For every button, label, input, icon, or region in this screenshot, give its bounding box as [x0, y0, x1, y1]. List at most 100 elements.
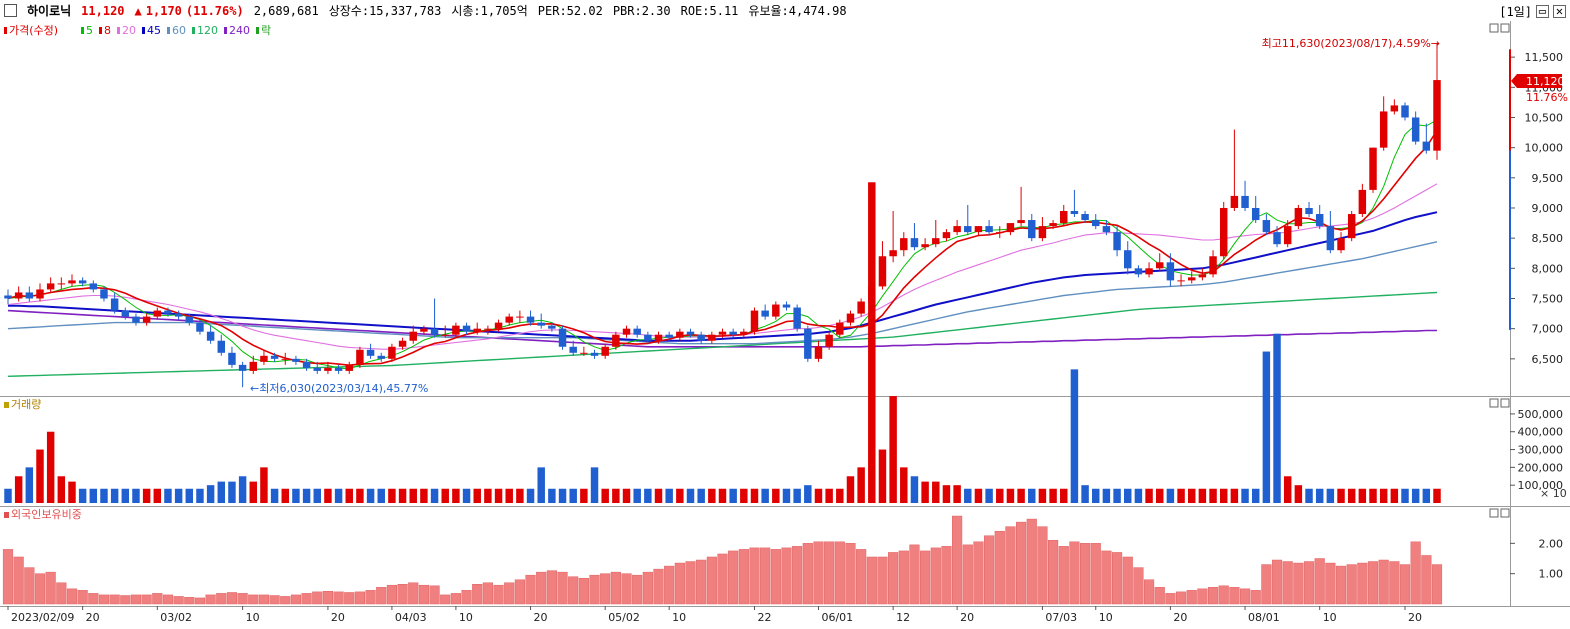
- volume-bar: [942, 485, 951, 503]
- volume-bar: [206, 485, 215, 503]
- current-price-tag: 11,120 11.76%: [1511, 74, 1568, 104]
- price-panel-buttons[interactable]: [1489, 23, 1510, 33]
- volume-bar: [1411, 488, 1420, 503]
- foreign-bar: [1367, 561, 1379, 605]
- foreign-bar: [1165, 593, 1176, 605]
- candle-body: [1155, 262, 1164, 269]
- candle-body: [473, 328, 481, 332]
- foreign-bar: [1122, 556, 1133, 605]
- volume-bar: [825, 488, 833, 503]
- foreign-bar: [141, 594, 152, 605]
- candle-body: [590, 352, 599, 356]
- volume-bar: [473, 488, 481, 503]
- candle-body: [206, 331, 215, 341]
- candlesticks: [4, 43, 1441, 388]
- restore-window-icon[interactable]: ▭: [1536, 5, 1549, 18]
- candle-body: [1102, 226, 1111, 233]
- date-label: 20: [331, 611, 345, 624]
- candle-body: [1006, 223, 1015, 233]
- candle-body: [932, 238, 940, 245]
- volume-bar: [1219, 488, 1228, 503]
- candle-body: [612, 334, 620, 347]
- volume-bar: [1326, 488, 1335, 503]
- current-pct-tag-text: 11.76%: [1526, 91, 1568, 104]
- foreign-bar: [1357, 562, 1368, 605]
- candle-body: [302, 361, 311, 368]
- foreign-bar: [941, 546, 952, 605]
- candle-body: [782, 304, 791, 308]
- select-checkbox[interactable]: [4, 4, 17, 17]
- volume-bar: [1134, 488, 1143, 503]
- period-selector[interactable]: [1일]: [1499, 5, 1532, 19]
- foreign-bar: [354, 591, 365, 605]
- market-cap: 시총:1,705억: [451, 4, 528, 18]
- volume-bar: [36, 449, 44, 503]
- foreign-bar: [845, 543, 856, 605]
- volume-bar: [836, 488, 844, 503]
- candle-body: [388, 346, 396, 359]
- foreign-bar: [888, 552, 899, 605]
- candle-body: [238, 364, 247, 371]
- candle-body: [1081, 214, 1089, 221]
- volume-bar: [68, 481, 76, 503]
- candle-body: [14, 292, 23, 299]
- foreign-bar: [802, 543, 813, 605]
- date-label: 10: [1099, 611, 1113, 624]
- candle-body: [1134, 268, 1143, 275]
- ma60-line: [7, 241, 1438, 345]
- candle-body: [68, 280, 76, 284]
- candle-body: [25, 292, 34, 299]
- foreign-bar: [1218, 585, 1229, 605]
- price-tick-label: 10,500: [1525, 111, 1564, 124]
- foreign-bar: [685, 561, 696, 605]
- candle-body: [57, 283, 66, 285]
- foreign-bar: [1335, 565, 1347, 605]
- volume-panel-buttons[interactable]: [1489, 398, 1510, 408]
- volume-bar: [292, 488, 300, 503]
- volume-tick-label: 500,000: [1518, 408, 1564, 421]
- foreign-bar: [1314, 558, 1325, 605]
- legend-item: 8: [104, 24, 111, 37]
- candle-body: [846, 313, 855, 323]
- candle-body: [313, 367, 321, 371]
- candle-body: [1145, 268, 1153, 275]
- volume-tick-label: 200,000: [1518, 461, 1564, 474]
- foreign-bar: [1111, 552, 1123, 605]
- candle-body: [686, 331, 695, 335]
- foreign-bar: [1101, 550, 1112, 605]
- candle-body: [825, 334, 833, 347]
- foreign-bar: [1229, 587, 1240, 605]
- candle-body: [761, 310, 769, 317]
- foreign-bar: [600, 573, 611, 605]
- legend-item: 5: [86, 24, 93, 37]
- listed-shares: 상장수:15,337,783: [328, 4, 442, 18]
- foreign-bar: [962, 544, 973, 605]
- foreign-bar: [525, 574, 536, 605]
- foreign-bar: [1389, 561, 1400, 605]
- candle-body: [132, 316, 140, 323]
- stock-name[interactable]: 하이로닉: [27, 4, 72, 18]
- candle-body: [1177, 280, 1185, 282]
- foreign-bar: [781, 547, 792, 605]
- volume-bar: [804, 485, 812, 503]
- foreign-bar: [728, 550, 739, 605]
- foreign-bar: [322, 591, 334, 605]
- volume-bar: [1262, 351, 1271, 503]
- close-window-icon[interactable]: ✕: [1553, 5, 1566, 18]
- price-tick-label: 11,500: [1525, 51, 1564, 64]
- foreign-bar: [386, 584, 397, 605]
- foreign-bar: [1037, 526, 1048, 605]
- candle-body: [430, 328, 439, 335]
- candle-body: [964, 226, 972, 233]
- chart-canvas[interactable]: 가격(수정) 5 8 20 45 60 120 240 락 거래량 외국인보유비중 11,500…: [0, 21, 1570, 629]
- foreign-panel-buttons[interactable]: [1489, 508, 1510, 518]
- volume-bar: [665, 488, 673, 503]
- candle-body: [505, 316, 513, 323]
- foreign-bar: [1325, 562, 1336, 605]
- foreign-bar: [1175, 591, 1187, 605]
- candle-body: [1294, 207, 1303, 227]
- foreign-bar: [920, 550, 931, 605]
- volume-bar: [1209, 488, 1217, 503]
- foreign-axis: 2.00 1.00: [1510, 537, 1563, 581]
- volume-bar: [377, 488, 385, 503]
